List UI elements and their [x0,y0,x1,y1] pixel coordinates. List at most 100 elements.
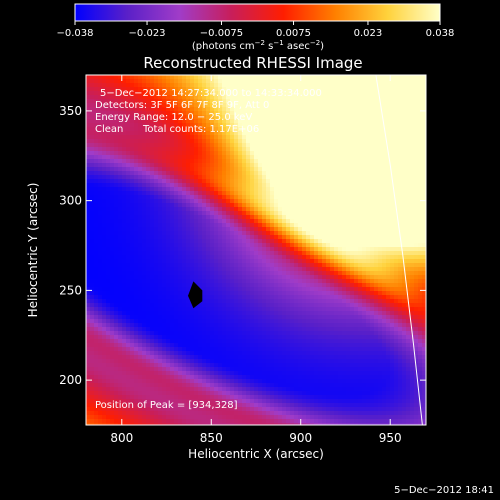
heatmap-pixel [422,255,426,260]
heatmap-pixel [270,95,275,100]
heatmap-pixel [354,143,359,148]
heatmap-pixel [250,119,255,124]
heatmap-pixel [330,291,335,296]
heatmap-pixel [274,131,279,136]
heatmap-pixel [390,283,395,288]
heatmap-pixel [98,251,103,256]
heatmap-pixel [202,195,207,200]
heatmap-pixel [386,91,391,96]
heatmap-pixel [210,127,215,132]
heatmap-pixel [342,223,347,228]
heatmap-pixel [350,287,355,292]
heatmap-pixel [394,279,399,284]
heatmap-pixel [266,95,271,100]
heatmap-pixel [338,151,343,156]
heatmap-pixel [338,139,343,144]
heatmap-pixel [378,191,383,196]
heatmap-pixel [106,163,111,168]
heatmap-pixel [386,75,391,80]
heatmap-pixel [370,299,375,304]
heatmap-pixel [406,123,411,128]
heatmap-pixel [374,219,379,224]
heatmap-pixel [94,135,99,140]
heatmap-pixel [154,107,159,112]
heatmap-pixel [206,299,211,304]
heatmap-pixel [118,151,123,156]
heatmap-pixel [374,247,379,252]
heatmap-pixel [210,307,215,312]
heatmap-pixel [338,207,343,212]
heatmap-pixel [310,183,315,188]
heatmap-pixel [418,247,423,252]
heatmap-pixel [98,179,103,184]
heatmap-pixel [106,111,111,116]
heatmap-pixel [162,135,167,140]
heatmap-pixel [278,303,283,308]
heatmap-pixel [374,263,379,268]
heatmap-pixel [342,243,347,248]
heatmap-pixel [110,231,115,236]
heatmap-pixel [118,235,123,240]
heatmap-pixel [406,215,411,220]
heatmap-pixel [382,203,387,208]
heatmap-pixel [310,239,315,244]
heatmap-pixel [126,255,131,260]
heatmap-pixel [238,131,243,136]
heatmap-pixel [238,83,243,88]
heatmap-pixel [142,291,147,296]
heatmap-pixel [186,255,191,260]
heatmap-pixel [262,295,267,300]
heatmap-pixel [238,103,243,108]
heatmap-pixel [210,107,215,112]
heatmap-pixel [214,183,219,188]
heatmap-pixel [294,103,299,108]
heatmap-pixel [146,207,151,212]
heatmap-pixel [142,227,147,232]
heatmap-pixel [206,159,211,164]
heatmap-pixel [250,247,255,252]
heatmap-pixel [274,247,279,252]
heatmap-pixel [86,291,91,296]
heatmap-pixel [86,167,91,172]
heatmap-pixel [122,307,127,312]
heatmap-pixel [294,143,299,148]
heatmap-pixel [290,215,295,220]
heatmap-pixel [102,151,107,156]
heatmap-pixel [298,299,303,304]
heatmap-pixel [382,131,387,136]
heatmap-pixel [398,119,403,124]
heatmap-pixel [142,163,147,168]
heatmap-pixel [386,255,391,260]
heatmap-pixel [310,155,315,160]
heatmap-pixel [282,123,287,128]
heatmap-pixel [310,115,315,120]
heatmap-pixel [142,175,147,180]
heatmap-pixel [106,203,111,208]
heatmap-pixel [282,203,287,208]
heatmap-pixel [242,111,247,116]
heatmap-pixel [278,215,283,220]
heatmap-pixel [254,91,259,96]
heatmap-pixel [238,99,243,104]
heatmap-pixel [214,143,219,148]
heatmap-pixel [194,127,199,132]
heatmap-pixel [230,103,235,108]
heatmap-pixel [350,255,355,260]
heatmap-pixel [218,195,223,200]
heatmap-pixel [390,79,395,84]
heatmap-pixel [422,175,426,180]
heatmap-pixel [162,243,167,248]
heatmap-pixel [234,115,239,120]
heatmap-pixel [158,103,163,108]
heatmap-pixel [90,75,95,80]
heatmap-pixel [386,259,391,264]
heatmap-pixel [226,83,231,88]
heatmap-pixel [86,143,91,148]
heatmap-pixel [246,179,251,184]
heatmap-pixel [146,167,151,172]
heatmap-pixel [274,111,279,116]
heatmap-pixel [346,95,351,100]
heatmap-pixel [310,191,315,196]
heatmap-pixel [306,243,311,248]
heatmap-pixel [370,223,375,228]
